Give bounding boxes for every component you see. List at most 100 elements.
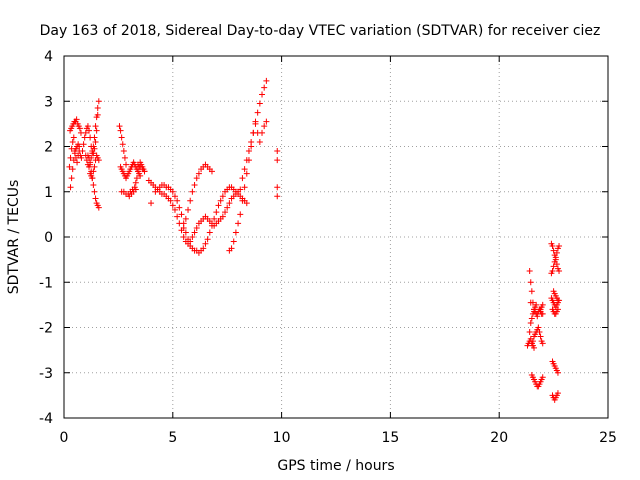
data-point (259, 91, 266, 98)
data-point (74, 159, 81, 166)
data-point (528, 340, 535, 347)
data-point (527, 299, 534, 306)
data-point (117, 127, 124, 134)
data-point (263, 77, 270, 84)
data-point (79, 148, 86, 155)
data-point (189, 188, 196, 195)
data-point (95, 98, 102, 105)
data-point (137, 172, 144, 179)
data-point (226, 200, 233, 207)
data-point (550, 263, 557, 270)
y-tick-label: -1 (39, 275, 53, 291)
data-point (171, 193, 178, 200)
data-point (78, 154, 85, 161)
data-point (71, 150, 78, 157)
data-point (191, 229, 198, 236)
data-point (527, 279, 534, 286)
data-point (134, 168, 141, 175)
data-point (274, 157, 281, 164)
data-point (553, 249, 560, 256)
data-point (554, 306, 561, 313)
data-point (248, 138, 255, 145)
data-point (243, 170, 250, 177)
data-point (241, 184, 248, 191)
data-point (66, 163, 73, 170)
data-point (191, 181, 198, 188)
data-point (174, 213, 181, 220)
data-point (70, 134, 77, 141)
data-point (549, 243, 556, 250)
y-tick-label: -3 (39, 366, 53, 382)
data-point (189, 234, 196, 240)
data-point (534, 313, 541, 320)
data-point (193, 175, 200, 182)
data-point (89, 175, 96, 182)
data-point (180, 234, 187, 240)
data-point (237, 186, 244, 193)
data-point (237, 211, 244, 218)
data-point (536, 329, 543, 336)
data-point (87, 161, 94, 168)
data-point (256, 100, 263, 107)
data-point (90, 181, 97, 188)
data-point (167, 197, 174, 204)
x-tick-label: 5 (168, 430, 177, 446)
data-point (70, 157, 77, 164)
data-point (554, 297, 561, 304)
data-point (239, 197, 246, 204)
data-point (176, 204, 183, 211)
data-point (84, 123, 91, 130)
data-point (169, 202, 176, 209)
data-point (80, 141, 87, 148)
data-point (69, 166, 76, 173)
data-point (539, 340, 546, 347)
data-point (243, 200, 250, 207)
data-point (92, 138, 99, 145)
data-point (86, 154, 93, 161)
data-point (259, 129, 266, 136)
data-point (91, 188, 98, 195)
data-point (556, 243, 563, 250)
data-point (241, 166, 248, 173)
data-point (217, 197, 224, 204)
data-point (261, 84, 268, 91)
data-point (133, 175, 140, 182)
y-tick-label: 4 (44, 49, 53, 65)
data-point (193, 224, 200, 231)
data-point (256, 138, 263, 145)
data-point (120, 148, 127, 155)
data-point (527, 319, 534, 326)
data-point (132, 186, 139, 193)
data-point (86, 127, 93, 134)
data-point (252, 120, 259, 127)
data-point (239, 175, 246, 182)
data-point (195, 170, 202, 177)
data-point (535, 324, 542, 331)
data-point (169, 188, 176, 195)
data-point (274, 148, 281, 155)
data-point (263, 118, 270, 125)
x-axis-label: GPS time / hours (277, 458, 394, 474)
data-point (123, 161, 130, 168)
data-point (224, 204, 231, 211)
y-axis-label: SDTVAR / TECUs (6, 180, 22, 295)
data-point (202, 240, 209, 247)
data-point (554, 369, 561, 376)
data-point (533, 301, 540, 308)
data-point (235, 220, 242, 227)
data-point (82, 129, 89, 136)
x-tick-label: 0 (60, 430, 69, 446)
data-point (90, 143, 97, 150)
data-point (211, 215, 218, 222)
data-point (116, 123, 123, 130)
y-tick-label: -4 (39, 411, 53, 427)
data-point (556, 267, 563, 274)
data-point (67, 154, 74, 161)
data-point (274, 184, 281, 191)
data-point (528, 315, 535, 322)
data-point (95, 157, 102, 164)
data-point (261, 123, 268, 130)
data-point (93, 114, 100, 121)
data-point (204, 236, 211, 243)
